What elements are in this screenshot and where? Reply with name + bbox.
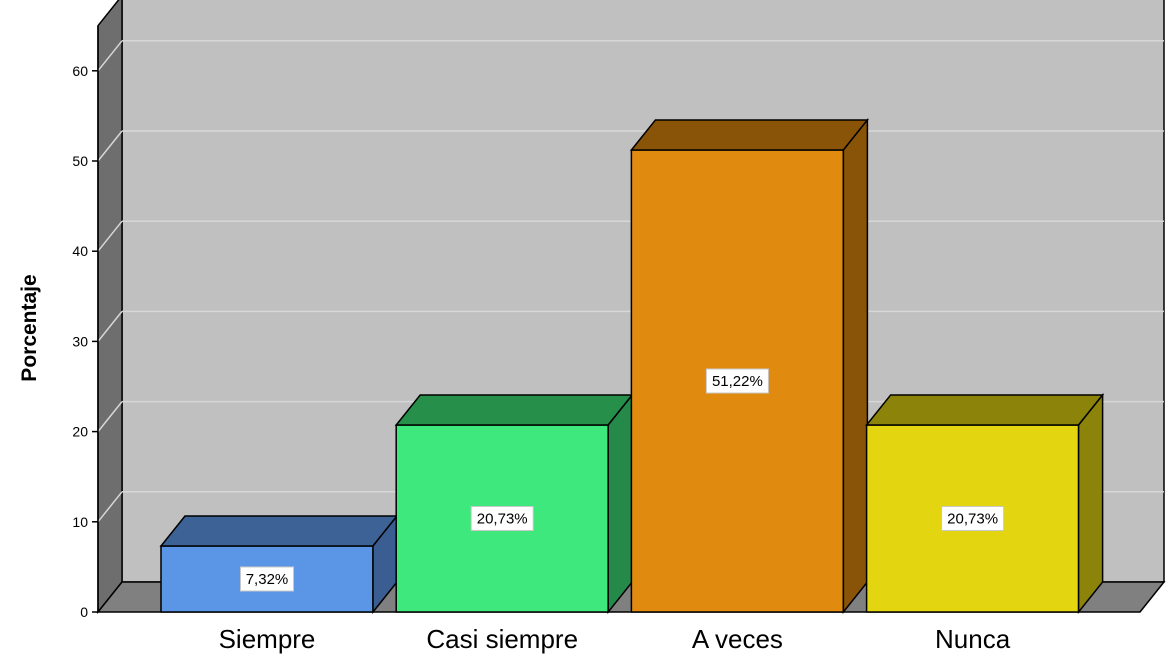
- gridline-side: [97, 310, 123, 342]
- y-tick-label: 60: [72, 63, 88, 79]
- gridline-side: [97, 491, 123, 523]
- y-tick-label: 40: [72, 243, 88, 259]
- data-label: 20,73%: [947, 511, 998, 528]
- data-label-box: [941, 506, 1005, 532]
- bar-top: [865, 394, 1105, 426]
- plot-side-wall: [97, 0, 123, 615]
- y-tick-label: 20: [72, 424, 88, 440]
- x-category-label: Nunca: [935, 624, 1011, 654]
- x-category-label: Casi siempre: [426, 624, 578, 654]
- data-label: 7,32%: [246, 571, 289, 588]
- bar-top: [159, 515, 399, 547]
- data-label-box: [240, 566, 294, 592]
- data-label: 20,73%: [477, 511, 528, 528]
- y-tick-label: 30: [72, 333, 88, 349]
- bar-side: [607, 392, 633, 615]
- gridline-side: [97, 130, 123, 162]
- x-category-label: A veces: [692, 624, 783, 654]
- y-tick-label: 10: [72, 514, 88, 530]
- y-tick-label: 50: [72, 153, 88, 169]
- bar-side: [1077, 392, 1104, 615]
- bar-top: [629, 119, 869, 151]
- gridline-side: [97, 220, 123, 252]
- y-axis-title: Porcentaje: [18, 274, 41, 381]
- gridline-side: [97, 401, 123, 433]
- data-label-box: [470, 506, 534, 532]
- bar-side: [842, 117, 869, 615]
- data-label-box: [705, 368, 769, 394]
- gridline-side: [97, 40, 123, 72]
- bar-top: [394, 394, 634, 426]
- x-category-label: Siempre: [219, 624, 316, 654]
- data-label: 51,22%: [712, 373, 763, 390]
- y-tick-label: 0: [80, 604, 88, 620]
